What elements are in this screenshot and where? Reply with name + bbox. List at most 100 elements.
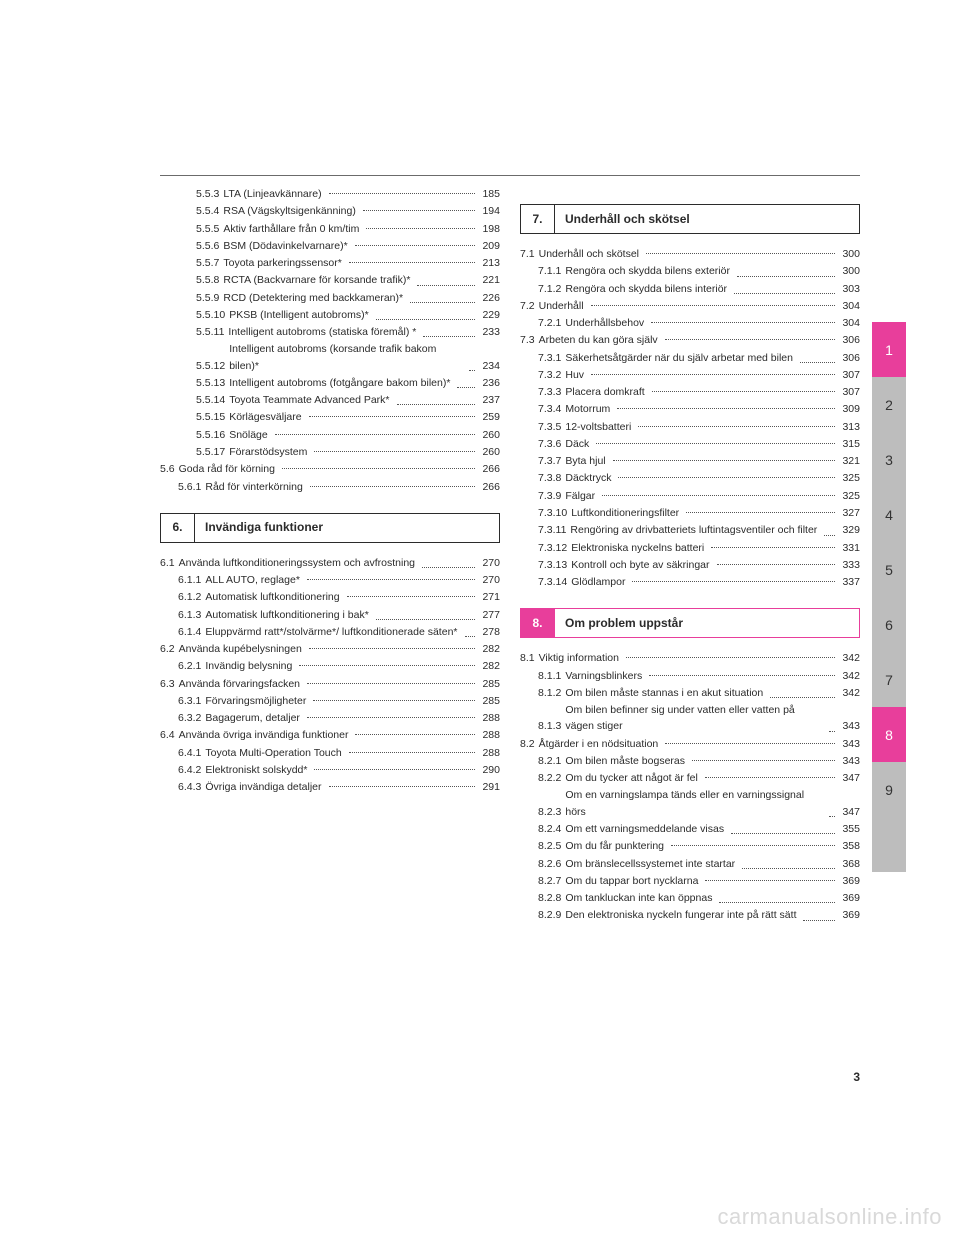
toc-dots bbox=[770, 697, 835, 698]
toc-page: 355 bbox=[838, 821, 860, 837]
toc-label: RCD (Detektering med backkameran)* bbox=[223, 290, 407, 306]
toc-dots bbox=[310, 486, 476, 487]
toc-number: 5.5.17 bbox=[196, 444, 229, 460]
toc-page: 315 bbox=[838, 436, 860, 452]
toc-entry: 8.1.2Om bilen måste stannas i en akut si… bbox=[520, 685, 860, 701]
toc-entry: 7.3.6Däck315 bbox=[520, 436, 860, 452]
toc-number: 5.5.10 bbox=[196, 307, 229, 323]
toc-label: Bagagerum, detaljer bbox=[205, 710, 304, 726]
toc-label: Om bilen måste stannas i en akut situati… bbox=[565, 685, 767, 701]
toc-number: 7.2 bbox=[520, 298, 539, 314]
toc-entry: 7.3.9Fälgar325 bbox=[520, 488, 860, 504]
toc-dots bbox=[376, 319, 476, 320]
side-tab-7[interactable]: 7 bbox=[872, 652, 906, 707]
toc-number: 5.5.8 bbox=[196, 272, 223, 288]
toc-page: 300 bbox=[838, 246, 860, 262]
toc-entry: 6.1.1ALL AUTO, reglage*270 bbox=[160, 572, 500, 588]
toc-entry: 6.1.4Eluppvärmd ratt*/stolvärme*/ luftko… bbox=[160, 624, 500, 640]
toc-number: 8.2.9 bbox=[538, 907, 565, 923]
section-title: Om problem uppstår bbox=[555, 609, 859, 637]
toc-dots bbox=[591, 374, 835, 375]
toc-page: 369 bbox=[838, 873, 860, 889]
toc-dots bbox=[307, 579, 476, 580]
toc-label: Automatisk luftkonditionering i bak* bbox=[205, 607, 372, 623]
toc-label: Om bilen befinner sig under vatten eller… bbox=[565, 702, 826, 735]
toc-number: 5.5.3 bbox=[196, 186, 223, 202]
section-heading: 6.Invändiga funktioner bbox=[160, 513, 500, 543]
toc-dots bbox=[824, 535, 835, 536]
toc-number: 5.5.11 bbox=[196, 324, 228, 340]
toc-number: 8.2.6 bbox=[538, 856, 565, 872]
toc-number: 6.1 bbox=[160, 555, 179, 571]
toc-number: 8.2.1 bbox=[538, 753, 565, 769]
section-title: Invändiga funktioner bbox=[195, 514, 499, 542]
toc-label: Elektroniskt solskydd* bbox=[205, 762, 311, 778]
side-tab-2[interactable]: 2 bbox=[872, 377, 906, 432]
toc-label: Däck bbox=[565, 436, 593, 452]
toc-dots bbox=[613, 460, 836, 461]
toc-label: Om en varningslampa tänds eller en varni… bbox=[565, 787, 826, 820]
toc-entry: 7.3.11Rengöring av drivbatteriets luftin… bbox=[520, 522, 860, 538]
toc-number: 6.3 bbox=[160, 676, 179, 692]
toc-dots bbox=[800, 362, 835, 363]
toc-page: 277 bbox=[478, 607, 500, 623]
toc-label: Elektroniska nyckelns batteri bbox=[571, 540, 708, 556]
toc-entry: 8.2.9Den elektroniska nyckeln fungerar i… bbox=[520, 907, 860, 923]
toc-dots bbox=[329, 193, 476, 194]
toc-label: Om du tycker att något är fel bbox=[565, 770, 701, 786]
toc-page: 266 bbox=[478, 479, 500, 495]
side-tab-1[interactable]: 1 bbox=[872, 322, 906, 377]
side-tab-8[interactable]: 8 bbox=[872, 707, 906, 762]
toc-dots bbox=[829, 816, 835, 817]
toc-entry: 6.4Använda övriga invändiga funktioner28… bbox=[160, 727, 500, 743]
toc-dots bbox=[275, 434, 476, 435]
toc-entry: 5.5.12Intelligent autobroms (korsande tr… bbox=[160, 341, 500, 374]
toc-number: 8.2.4 bbox=[538, 821, 565, 837]
toc-page: 282 bbox=[478, 641, 500, 657]
toc-dots bbox=[652, 391, 836, 392]
toc-dots bbox=[314, 451, 475, 452]
toc-page: 209 bbox=[478, 238, 500, 254]
toc-number: 7.2.1 bbox=[538, 315, 565, 331]
toc-dots bbox=[314, 769, 475, 770]
toc-page: 368 bbox=[838, 856, 860, 872]
toc-label: Huv bbox=[565, 367, 588, 383]
toc-entry: 8.2.4Om ett varningsmeddelande visas 355 bbox=[520, 821, 860, 837]
side-tab-5[interactable]: 5 bbox=[872, 542, 906, 597]
toc-number: 6.1.4 bbox=[178, 624, 205, 640]
toc-page: 236 bbox=[478, 375, 500, 391]
toc-entry: 7.3.14Glödlampor337 bbox=[520, 574, 860, 590]
toc-dots bbox=[646, 253, 835, 254]
toc-entry: 5.5.9RCD (Detektering med backkameran)*2… bbox=[160, 290, 500, 306]
toc-number: 5.5.14 bbox=[196, 392, 229, 408]
toc-number: 7.3.2 bbox=[538, 367, 565, 383]
side-tab-9[interactable]: 9 bbox=[872, 762, 906, 817]
toc-label: Om du tappar bort nycklarna bbox=[565, 873, 702, 889]
toc-number: 7.3.7 bbox=[538, 453, 565, 469]
toc-number: 7.3.5 bbox=[538, 419, 565, 435]
toc-page: 306 bbox=[838, 332, 860, 348]
toc-page: 343 bbox=[838, 753, 860, 769]
toc-entry: 8.2Åtgärder i en nödsituation343 bbox=[520, 736, 860, 752]
toc-dots bbox=[692, 760, 835, 761]
toc-number: 5.5.6 bbox=[196, 238, 223, 254]
toc-page: 221 bbox=[478, 272, 500, 288]
toc-number: 7.3.1 bbox=[538, 350, 565, 366]
side-tab-4[interactable]: 4 bbox=[872, 487, 906, 542]
toc-page: 343 bbox=[838, 718, 860, 734]
toc-entry: 7.3.10Luftkonditioneringsfilter327 bbox=[520, 505, 860, 521]
toc-entry: 7.1.1Rengöra och skydda bilens exteriör3… bbox=[520, 263, 860, 279]
toc-label: Glödlampor bbox=[571, 574, 629, 590]
toc-label: Förarstödsystem bbox=[229, 444, 311, 460]
toc-page: 343 bbox=[838, 736, 860, 752]
side-tab-blank[interactable] bbox=[872, 817, 906, 872]
toc-page: 331 bbox=[838, 540, 860, 556]
side-tab-6[interactable]: 6 bbox=[872, 597, 906, 652]
toc-dots bbox=[376, 619, 476, 620]
toc-dots bbox=[632, 581, 835, 582]
side-tab-3[interactable]: 3 bbox=[872, 432, 906, 487]
toc-dots bbox=[355, 245, 476, 246]
toc-dots bbox=[651, 322, 835, 323]
toc-label: Om ett varningsmeddelande visas bbox=[565, 821, 728, 837]
toc-number: 6.1.3 bbox=[178, 607, 205, 623]
